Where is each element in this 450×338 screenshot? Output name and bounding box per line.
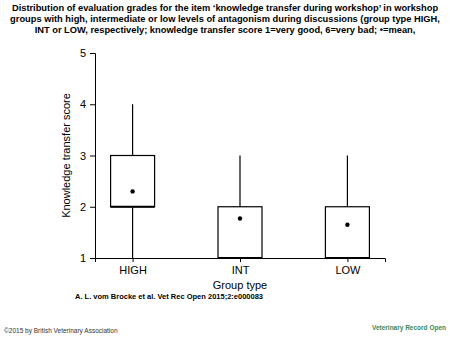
y-tick-mark: [90, 104, 95, 105]
y-tick-label: 2: [80, 201, 86, 213]
y-tick: 3: [80, 150, 95, 162]
title-line: Distribution of evaluation grades for th…: [12, 3, 438, 13]
logo-text: Veterinary Record Open: [372, 324, 446, 332]
whisker-high: [347, 156, 348, 207]
x-axis-title: Group type: [213, 279, 267, 291]
chart: Distribution of evaluation grades for th…: [0, 0, 450, 338]
box: [218, 207, 262, 258]
title-line: groups with high, intermediate or low le…: [10, 14, 440, 24]
box-group: [325, 156, 369, 259]
y-axis-line: [90, 54, 96, 259]
title-line: INT or LOW, respectively; knowledge tran…: [35, 25, 416, 35]
box-group: [111, 104, 155, 258]
y-tick: 1: [80, 252, 95, 264]
x-tick-label: LOW: [335, 264, 361, 276]
whisker-high: [132, 104, 133, 155]
y-tick-label: 3: [80, 150, 86, 162]
x-tick: HIGH: [119, 258, 147, 276]
mean-marker: [130, 189, 134, 193]
x-tick: LOW: [335, 258, 361, 276]
copyright: ©2015 by British Veterinary Association: [4, 327, 118, 335]
plot-marks: [111, 104, 370, 258]
y-axis-title: Knowledge transfer score: [60, 93, 72, 218]
y-tick-mark: [90, 156, 95, 157]
title: Distribution of evaluation grades for th…: [10, 3, 440, 35]
y-tick-label: 4: [80, 98, 86, 110]
median: [325, 257, 369, 259]
whisker-high: [239, 156, 240, 207]
y-tick: 4: [80, 98, 95, 110]
mean-marker: [345, 222, 349, 226]
whisker-low: [132, 207, 133, 258]
x-tick-label: HIGH: [119, 264, 147, 276]
y-tick: 2: [80, 201, 95, 213]
box: [111, 156, 155, 207]
y-tick-label: 5: [80, 47, 86, 59]
x-tick: INT: [232, 258, 250, 276]
median: [218, 257, 262, 259]
x-axis: HIGH INT LOW: [96, 258, 386, 276]
box: [325, 207, 369, 258]
y-tick-label: 1: [80, 252, 86, 264]
box-group: [218, 156, 262, 259]
median: [111, 206, 155, 208]
x-axis-line: [96, 259, 386, 263]
y-tick: 5: [80, 47, 95, 59]
citation: A. L. vom Brocke et al. Vet Rec Open 201…: [75, 292, 263, 301]
mean-marker: [238, 216, 242, 220]
y-tick-mark: [90, 207, 95, 208]
x-tick-mark: [133, 258, 134, 262]
y-axis: 1 2 3 4 5: [80, 47, 96, 264]
y-tick-mark: [90, 53, 95, 54]
x-tick-label: INT: [232, 264, 250, 276]
y-tick-mark: [90, 258, 95, 259]
